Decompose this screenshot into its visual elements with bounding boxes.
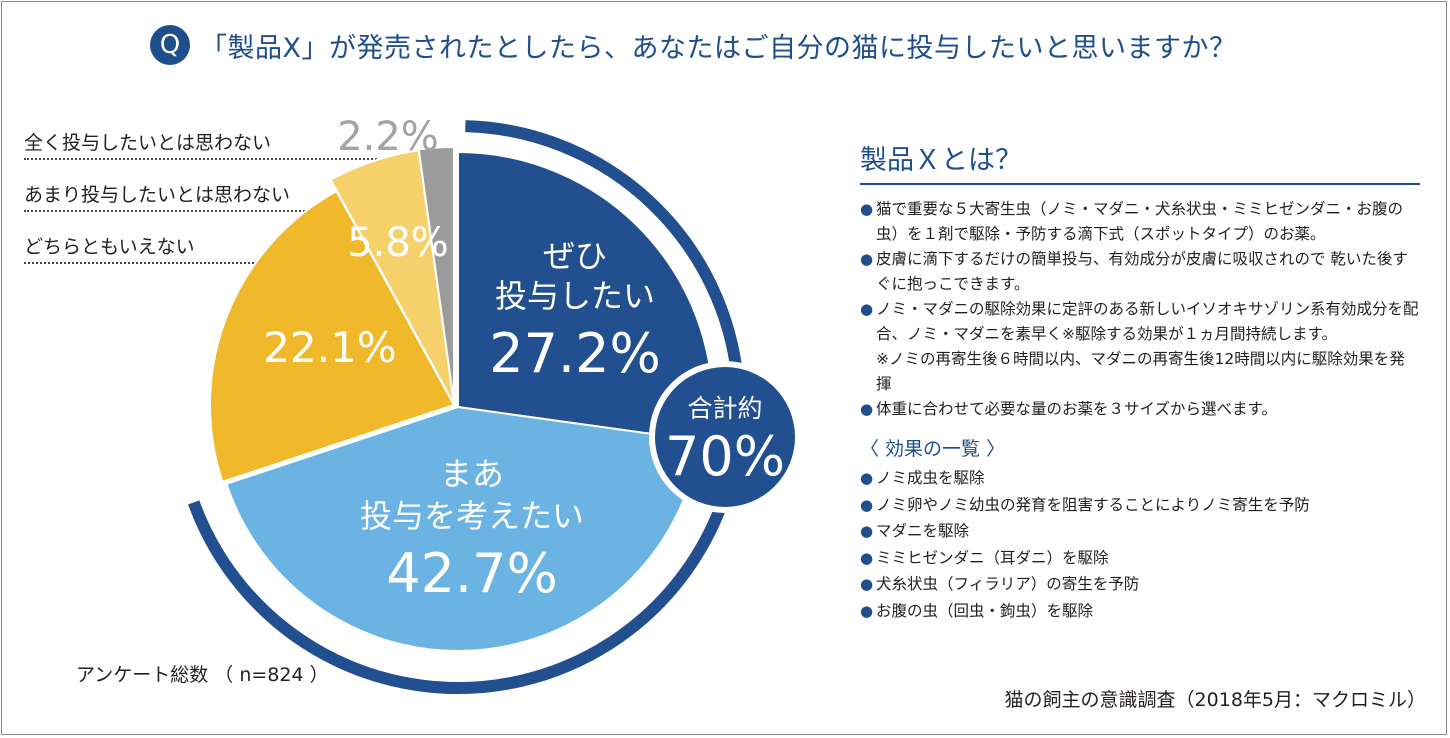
question-badge: Q — [150, 25, 190, 65]
bullet-icon: ● — [860, 575, 874, 593]
effect-text: お腹の虫（回虫・鉤虫）を駆除 — [876, 601, 1094, 620]
label-dochira: どちらともいえない — [24, 236, 195, 258]
slice-value-amari: 5.8% — [347, 220, 449, 266]
bullet-text: 体重に合わせて必要な量のお薬を３サイズから選べます。 — [876, 400, 1277, 418]
slice-value-mattaku: 2.2% — [337, 114, 439, 160]
pie-slice-dochira — [209, 189, 456, 484]
bullet-item: ● 体重に合わせて必要な量のお薬を３サイズから選べます。 — [860, 397, 1420, 422]
leader-mattaku — [24, 158, 436, 160]
pie-slice-maa — [225, 405, 701, 652]
bullet-icon: ● — [860, 400, 874, 418]
bullet-icon: ● — [860, 495, 874, 514]
slice-value-zehi: 27.2% — [489, 322, 661, 385]
effects-title: 〈 効果の一覧 〉 — [860, 438, 1006, 460]
leader-amari — [24, 210, 388, 212]
effects-list: ● ノミ成虫を駆除 ● ノミ卵やノミ幼虫の発育を阻害することによりノミ寄生を予防 ●… — [860, 465, 1420, 624]
label-mattaku: 全く投与したいとは思わない — [24, 132, 272, 154]
effect-text: ノミ卵やノミ幼虫の発育を阻害することによりノミ寄生を予防 — [876, 495, 1310, 514]
bullet-icon: ● — [860, 548, 874, 567]
leader-dochira — [24, 262, 306, 264]
slice-label-zehi: 投与したい — [495, 277, 655, 315]
effect-text: マダニを駆除 — [876, 522, 970, 540]
total-ring — [188, 120, 745, 694]
bullet-text: 猫で重要な５大寄生虫（ノミ・マダニ・犬糸状虫・ミミヒゼンダニ・お腹の虫）を１剤で… — [876, 200, 1404, 243]
bullet-item: ● 皮膚に滴下するだけの簡単投与、有効成分が皮膚に吸収されので 乾いた後すぐに抱っ… — [860, 247, 1420, 297]
bullet-icon: ● — [860, 200, 874, 218]
product-bullets: ● 猫で重要な５大寄生虫（ノミ・マダニ・犬糸状虫・ミミヒゼンダニ・お腹の虫）を１剤… — [860, 197, 1420, 422]
bullet-icon: ● — [860, 250, 874, 268]
total-value: 70% — [665, 425, 785, 488]
question-header: Q 「製品X」が発売されたとしたら、あなたはご自分の猫に投与したいと思いますか？ — [150, 22, 1237, 68]
footnote: ※ノミの再寄生後６時間以内、マダニの再寄生後12時間以内に駆除効果を発揮 — [876, 350, 1405, 393]
bullet-icon: ● — [860, 469, 874, 487]
slice-label-zehi: ぜひ — [543, 237, 607, 275]
effect-text: 犬糸状虫（フィラリア）の寄生を予防 — [876, 575, 1140, 593]
bullet-icon: ● — [860, 300, 874, 318]
effect-item: ● 犬糸状虫（フィラリア）の寄生を予防 — [860, 571, 1420, 598]
bullet-text: ノミ・マダニの駆除効果に定評のある新しいイソオキサゾリン系有効成分を配合、ノミ・… — [876, 300, 1419, 343]
product-title: 製品Ｘとは？ — [860, 138, 1420, 185]
total-badge-circle — [655, 367, 795, 507]
product-description: 製品Ｘとは？ ● 猫で重要な５大寄生虫（ノミ・マダニ・犬糸状虫・ミミヒゼンダニ・お… — [860, 138, 1420, 624]
bullet-text: 皮膚に滴下するだけの簡単投与、有効成分が皮膚に吸収されので 乾いた後すぐに抱っこ… — [876, 250, 1408, 293]
bullet-icon: ● — [860, 601, 874, 620]
effect-item: ● ノミ成虫を駆除 — [860, 465, 1420, 492]
label-amari: あまり投与したいとは思わない — [24, 184, 291, 206]
question-text: 「製品X」が発売されたとしたら、あなたはご自分の猫に投与したいと思いますか？ — [200, 32, 1237, 64]
sample-size: アンケート総数 （ n=824 ） — [76, 664, 329, 686]
bullet-item: ● 猫で重要な５大寄生虫（ノミ・マダニ・犬糸状虫・ミミヒゼンダニ・お腹の虫）を１剤… — [860, 197, 1420, 247]
source-credit: 猫の飼主の意識調査（2018年5月：マクロミル） — [1004, 689, 1426, 711]
bullet-icon: ● — [860, 522, 874, 540]
effect-text: ノミ成虫を駆除 — [876, 469, 985, 487]
effect-item: ● マダニを駆除 — [860, 518, 1420, 545]
slice-label-maa: 投与を考えたい — [360, 497, 584, 535]
slice-label-maa: まあ — [440, 455, 504, 493]
effect-item: ● ミミヒゼンダニ（耳ダニ）を駆除 — [860, 545, 1420, 572]
effect-text: ミミヒゼンダニ（耳ダニ）を駆除 — [876, 548, 1109, 567]
pie-chart: ぜひ投与したい27.2%まあ投与を考えたい42.7%22.1%5.8%2.2% … — [188, 114, 795, 694]
effect-item: ● お腹の虫（回虫・鉤虫）を駆除 — [860, 598, 1420, 625]
slice-value-maa: 42.7% — [386, 542, 558, 605]
bullet-item: ● ノミ・マダニの駆除効果に定評のある新しいイソオキサゾリン系有効成分を配合、ノミ… — [860, 297, 1420, 347]
pie-slice-mattaku — [417, 145, 455, 404]
total-label: 合計約 — [687, 394, 762, 423]
effect-item: ● ノミ卵やノミ幼虫の発育を阻害することによりノミ寄生を予防 — [860, 492, 1420, 519]
slice-value-dochira: 22.1% — [263, 323, 396, 372]
